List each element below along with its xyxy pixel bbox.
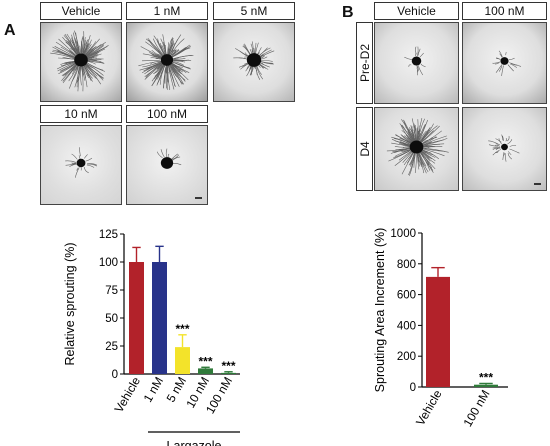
micrograph-b-100nm-d4 [462,107,547,191]
y-tick-label: 400 [397,320,416,332]
spheroid-core [74,53,88,67]
bar [152,262,167,374]
col-label-100nm: 100 nM [462,2,547,20]
micrograph-10nm-svg [41,126,121,204]
image-label-a4: 100 nM [126,105,208,123]
x-tick-label: Vehicle [413,387,445,428]
y-tick-label: 50 [105,313,118,325]
y-tick-label: 125 [99,229,118,241]
panel-a-letter: A [4,22,16,39]
bar [129,262,144,374]
micrograph-b-vehicle-d4-svg [375,108,458,190]
significance-marker: *** [175,322,189,336]
row-label-pre-d2-text: Pre-D2 [357,43,372,83]
y-tick-label: 0 [112,369,118,381]
spheroid-core [500,57,509,65]
micrograph-100nm-svg [127,126,207,204]
bar [198,368,213,374]
y-axis-label: Sprouting Area Increment (%) [373,228,387,393]
sprout-strands [492,50,522,76]
y-tick-label: 600 [397,290,416,302]
y-tick-label: 0 [410,382,416,394]
image-label-a1: 1 nM [126,2,208,20]
spheroid-core [501,143,508,151]
micrograph-5nm-svg [214,23,294,101]
y-tick-label: 25 [105,341,118,353]
micrograph-10nm [40,125,122,205]
spheroid-core [411,56,422,66]
spheroid-core [409,140,424,154]
group-label: Largazole [167,439,222,446]
col-label-vehicle: Vehicle [374,2,459,20]
micrograph-b-vehicle-d4 [374,107,459,191]
micrograph-b-vehicle-pre-svg [375,23,458,103]
y-tick-label: 800 [397,259,416,271]
sprout-strands [404,46,426,76]
spheroid-core [160,157,174,169]
micrograph-5nm [213,22,295,102]
image-label-a3: 10 nM [40,105,122,123]
image-label-a0: Vehicle [40,2,122,20]
significance-marker: *** [221,359,235,373]
x-tick-label: 100 nM [460,388,492,430]
bar [426,276,450,387]
micrograph-100nm [126,125,208,205]
sprout-strands [65,147,98,178]
y-axis-label: Relative sprouting (%) [63,243,77,366]
bar [175,347,190,374]
micrograph-b-100nm-pre [462,22,547,104]
significance-marker: *** [479,370,493,384]
spheroid-core [76,158,86,168]
row-label-d4: D4 [356,107,373,191]
micrograph-vehicle [40,22,122,102]
bar [474,384,498,387]
micrograph-b-vehicle-pre [374,22,459,104]
y-tick-label: 1000 [390,228,416,240]
x-tick-label: 1 nM [141,375,166,405]
y-tick-label: 200 [397,351,416,363]
spheroid-core [246,53,262,67]
bar [221,372,236,374]
micrograph-1nm-svg [127,23,207,101]
image-label-a2: 5 nM [213,2,295,20]
spheroid-core [160,54,174,66]
row-label-d4-text: D4 [357,141,372,157]
micrograph-b-100nm-d4-svg [463,108,546,190]
sprout-strands [138,34,194,91]
panel-b-letter: B [342,4,354,21]
micrograph-b-100nm-pre-svg [463,23,546,103]
y-tick-label: 75 [105,285,118,297]
significance-marker: *** [198,354,212,368]
micrograph-1nm [126,22,208,102]
row-label-pre-d2: Pre-D2 [356,22,373,104]
micrograph-vehicle-svg [41,23,121,101]
sprout-strands [488,134,520,162]
y-tick-label: 100 [99,257,118,269]
